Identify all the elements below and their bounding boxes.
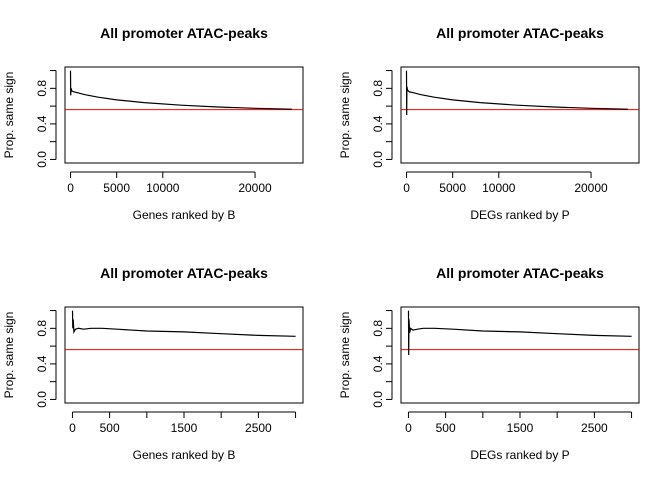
x-tick-label: 0 xyxy=(67,181,74,195)
y-tick-label: 0.4 xyxy=(371,115,385,132)
y-tick-label: 0.8 xyxy=(371,80,385,97)
y-tick-label: 0.8 xyxy=(371,320,385,337)
y-tick-label: 0.4 xyxy=(35,355,49,372)
x-tick-label: 20000 xyxy=(574,181,608,195)
y-axis-label: Prop. same sign xyxy=(2,72,16,159)
x-tick-label: 2500 xyxy=(581,421,608,435)
x-tick-label: 5000 xyxy=(439,181,466,195)
y-axis-label: Prop. same sign xyxy=(2,312,16,399)
chart-title: All promoter ATAC-peaks xyxy=(436,265,604,281)
y-axis-label: Prop. same sign xyxy=(338,312,352,399)
plot-frame xyxy=(64,306,304,404)
x-tick-label: 0 xyxy=(405,421,412,435)
x-tick-label: 0 xyxy=(403,181,410,195)
y-tick-label: 0.0 xyxy=(35,391,49,408)
series-line xyxy=(69,70,292,110)
x-tick-label: 1500 xyxy=(171,421,198,435)
chart-panel-3: All promoter ATAC-peaks Genes ranked by B… xyxy=(2,265,304,462)
x-axis-label: DEGs ranked by P xyxy=(470,448,569,462)
plot-frame xyxy=(64,66,304,164)
x-tick-label: 10000 xyxy=(482,181,516,195)
y-axis-label: Prop. same sign xyxy=(338,72,352,159)
chart-title: All promoter ATAC-peaks xyxy=(100,25,268,41)
x-tick-label: 500 xyxy=(100,421,120,435)
series-line xyxy=(71,310,296,337)
x-tick-label: 5000 xyxy=(103,181,130,195)
y-tick-label: 0.4 xyxy=(371,355,385,372)
x-axis-label: Genes ranked by B xyxy=(133,208,236,222)
y-tick-label: 0.4 xyxy=(35,115,49,132)
series-line xyxy=(405,70,628,116)
y-tick-label: 0.0 xyxy=(371,391,385,408)
y-tick-label: 0.8 xyxy=(35,80,49,97)
x-tick-label: 10000 xyxy=(146,181,180,195)
chart-title: All promoter ATAC-peaks xyxy=(436,25,604,41)
x-axis-label: DEGs ranked by P xyxy=(470,208,569,222)
plot-frame xyxy=(400,306,640,404)
plot-frame xyxy=(400,66,640,164)
x-tick-label: 1500 xyxy=(507,421,534,435)
chart-panel-2: All promoter ATAC-peaks DEGs ranked by P P… xyxy=(338,25,640,222)
x-tick-label: 500 xyxy=(436,421,456,435)
chart-panel-4: All promoter ATAC-peaks DEGs ranked by P P… xyxy=(338,265,640,462)
x-tick-label: 0 xyxy=(69,421,76,435)
y-tick-label: 0.8 xyxy=(35,320,49,337)
chart-title: All promoter ATAC-peaks xyxy=(100,265,268,281)
series-line xyxy=(407,310,632,356)
y-tick-label: 0.0 xyxy=(35,151,49,168)
y-tick-label: 0.0 xyxy=(371,151,385,168)
x-tick-label: 2500 xyxy=(245,421,272,435)
x-axis-label: Genes ranked by B xyxy=(133,448,236,462)
x-tick-label: 20000 xyxy=(238,181,272,195)
chart-panel-1: All promoter ATAC-peaks Genes ranked by B… xyxy=(2,25,304,222)
